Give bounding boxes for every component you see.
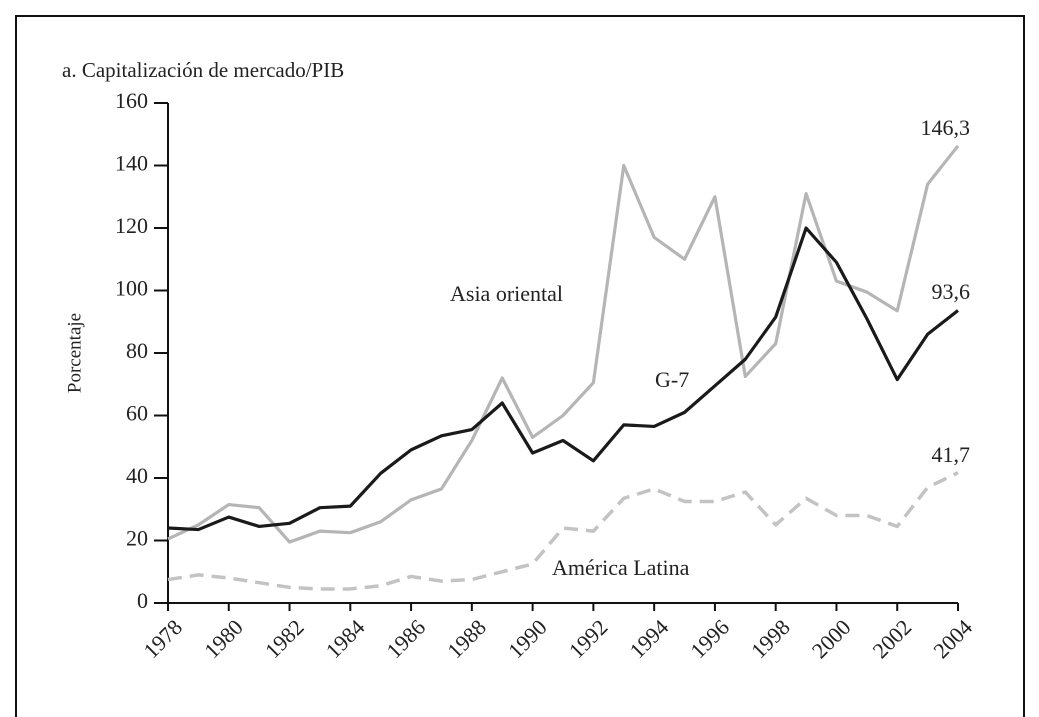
- x-tick-label: 1990: [503, 614, 552, 663]
- y-tick-label: 80: [126, 338, 148, 363]
- y-tick-label: 40: [126, 463, 148, 488]
- series-line: [167, 226, 959, 532]
- y-tick-label: 60: [126, 401, 148, 426]
- chart-title: a. Capitalización de mercado/PIB: [62, 58, 344, 82]
- x-tick-label: 1980: [199, 614, 248, 663]
- y-tick-label: 20: [126, 526, 148, 551]
- value-label: 93,6: [932, 279, 971, 304]
- x-tick-label: 1996: [685, 614, 734, 663]
- series-line: [167, 471, 959, 591]
- y-tick-label: 160: [115, 88, 148, 113]
- x-tick-label: 1986: [381, 614, 430, 663]
- x-tick-label: 1992: [564, 614, 613, 663]
- x-tick-label: 1998: [746, 614, 795, 663]
- y-tick-label: 0: [137, 588, 148, 613]
- series-label: G-7: [655, 367, 689, 392]
- x-tick-label: 2002: [868, 614, 917, 663]
- series-label: América Latina: [552, 555, 690, 580]
- x-tick-label: 2000: [807, 614, 856, 663]
- x-tick-label: 2004: [928, 614, 977, 663]
- x-tick-label: 1988: [442, 614, 491, 663]
- series-label: Asia oriental: [450, 281, 563, 306]
- y-tick-label: 100: [115, 276, 148, 301]
- x-tick-label: 1982: [260, 614, 309, 663]
- y-tick-label: 120: [115, 213, 148, 238]
- y-axis-label: Porcentaje: [64, 313, 85, 393]
- x-tick-label: 1984: [321, 614, 370, 663]
- y-tick-label: 140: [115, 151, 148, 176]
- frame: [15, 15, 1025, 717]
- series-line: [167, 144, 960, 544]
- x-tick-label: 1978: [138, 614, 187, 663]
- value-label: 146,3: [921, 115, 971, 140]
- value-label: 41,7: [932, 442, 971, 467]
- x-tick-label: 1994: [624, 614, 673, 663]
